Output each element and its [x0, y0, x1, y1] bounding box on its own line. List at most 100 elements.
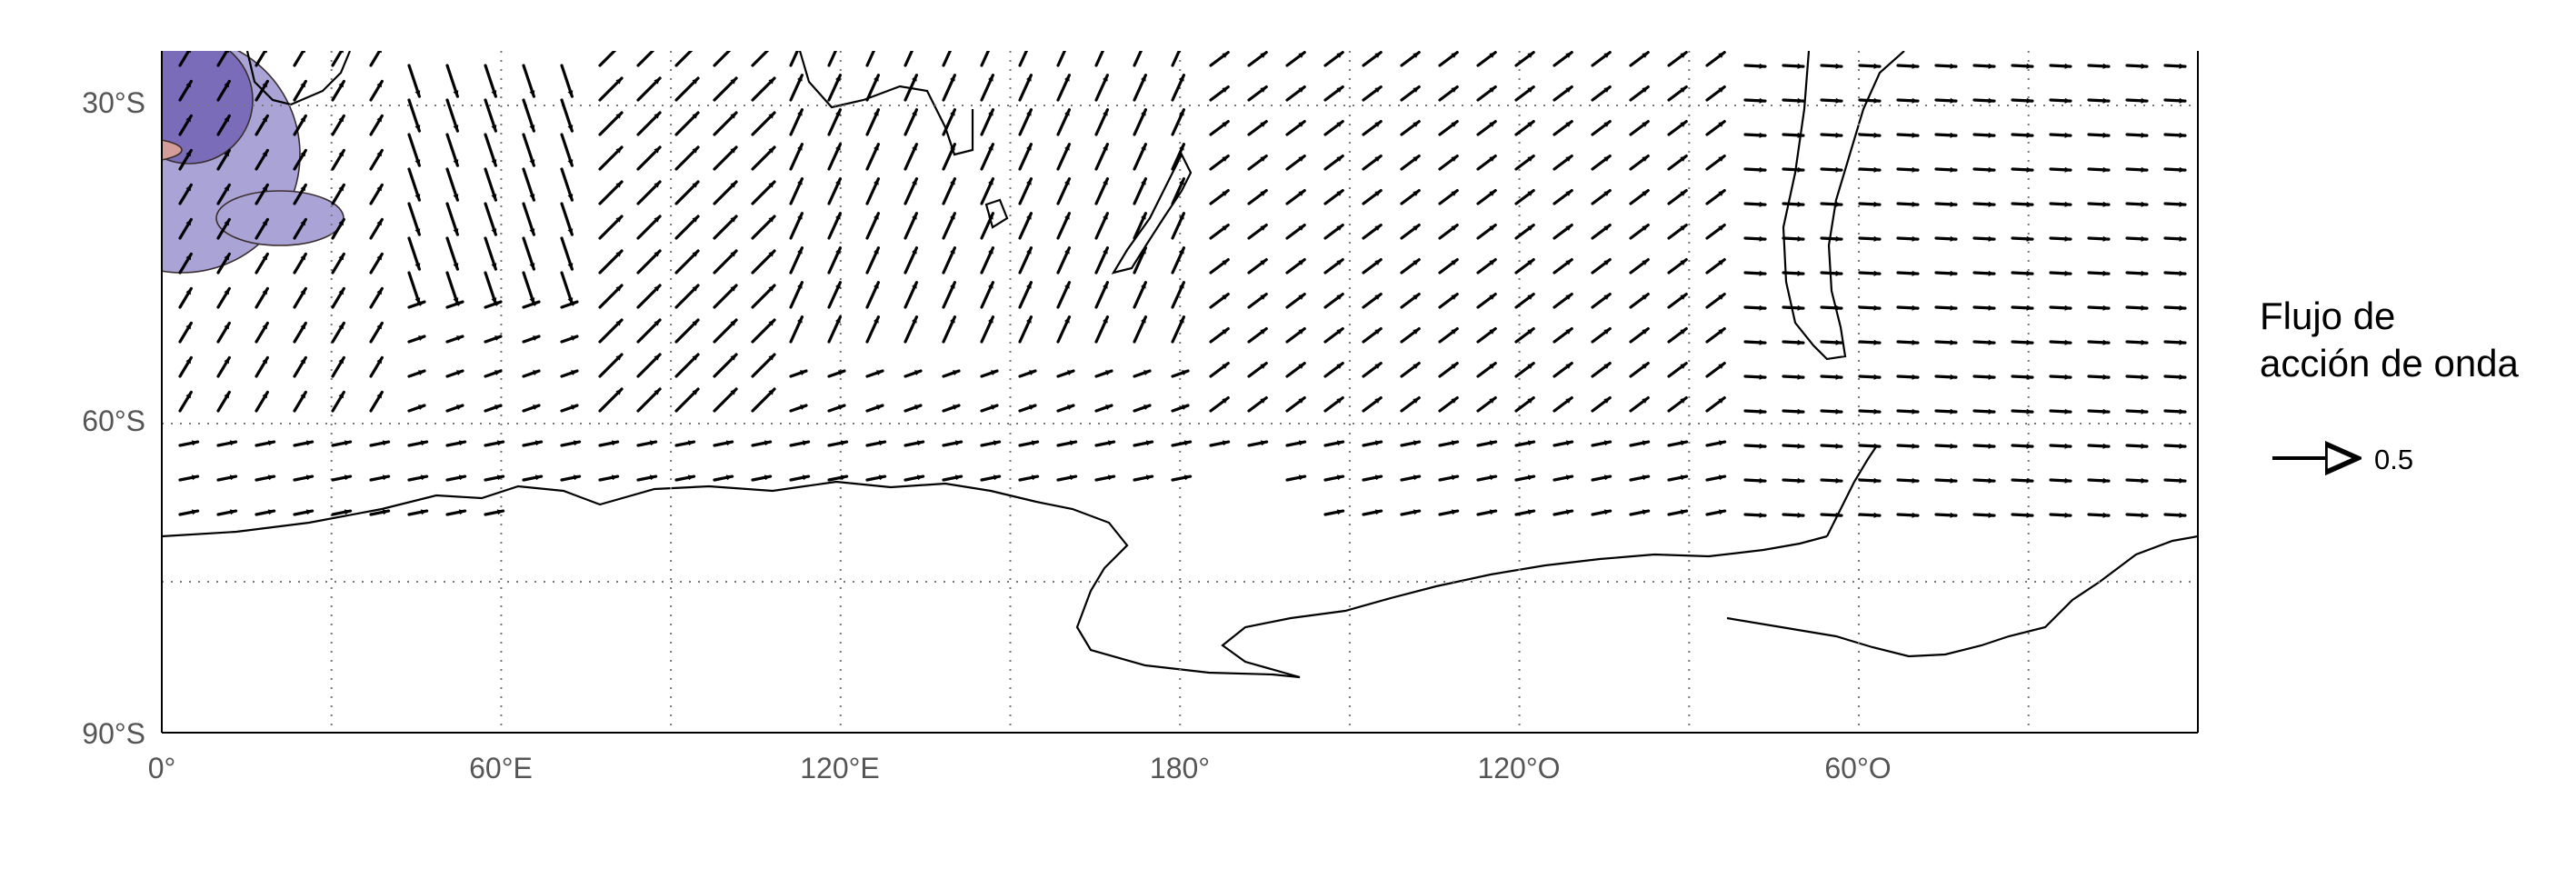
flux-vector-head	[2064, 201, 2071, 207]
flux-vector-head	[2026, 63, 2032, 69]
flux-vector-head	[267, 474, 275, 481]
flux-vector-head	[420, 440, 427, 446]
flux-vector	[1056, 246, 1072, 275]
flux-vector-head	[615, 44, 622, 50]
flux-vector-head	[1064, 41, 1070, 47]
flux-vector	[827, 315, 843, 344]
flux-vector-head	[338, 81, 344, 88]
flux-vector-head	[1260, 155, 1267, 162]
flux-vector	[1667, 258, 1688, 275]
flux-vector	[1553, 85, 1573, 102]
flux-vector-head	[533, 405, 539, 411]
flux-vector	[369, 51, 382, 67]
flux-vector-head	[1141, 178, 1146, 185]
pos-anom-australia	[162, 139, 183, 161]
flux-vector-head	[692, 250, 699, 257]
flux-vector	[713, 76, 738, 102]
flux-vector	[674, 180, 700, 205]
flux-vector-head	[797, 213, 803, 220]
flux-vector	[1629, 51, 1650, 67]
flux-vector-head	[2141, 408, 2147, 415]
flux-vector-head	[571, 335, 577, 342]
flux-vector	[674, 145, 700, 171]
flux-vector-head	[338, 357, 344, 365]
flux-vector	[331, 252, 345, 275]
flux-vector-head	[533, 301, 539, 307]
flux-vector-head	[529, 194, 535, 201]
flux-vector	[445, 335, 464, 344]
flux-vector	[1438, 224, 1459, 240]
flux-vector-head	[1873, 374, 1880, 380]
flux-vector	[1209, 155, 1230, 171]
flux-vector-head	[567, 159, 574, 166]
flux-vector-head	[1067, 405, 1073, 411]
flux-vector-head	[1950, 63, 1956, 69]
flux-vector	[1476, 396, 1497, 413]
flux-vector	[445, 167, 459, 202]
flux-vector-head	[1642, 225, 1649, 231]
flux-vector-head	[1797, 408, 1803, 415]
flux-vector	[522, 133, 535, 167]
flux-vector-head	[1489, 86, 1496, 93]
flux-vector-head	[1835, 166, 1842, 173]
flux-vector-head	[1603, 86, 1611, 93]
flux-vector-shaft	[751, 51, 770, 67]
flux-vector	[1056, 404, 1075, 413]
flux-vector	[1476, 258, 1497, 275]
flux-vector	[1400, 509, 1422, 516]
flux-vector	[713, 353, 738, 378]
flux-vector	[636, 145, 662, 171]
flux-vector-head	[1413, 52, 1420, 58]
flux-vector	[445, 404, 464, 413]
flux-vector	[713, 387, 738, 413]
flux-vector-head	[185, 150, 192, 157]
flux-vector	[216, 509, 238, 516]
flux-vector-head	[1835, 305, 1842, 311]
flux-vector	[1858, 63, 1882, 69]
flux-vector-head	[2102, 166, 2109, 173]
flux-vector-head	[914, 370, 921, 376]
flux-vector-head	[1451, 440, 1458, 446]
flux-vector	[1591, 327, 1612, 344]
flux-vector	[2087, 201, 2111, 207]
flux-vector-head	[300, 81, 306, 88]
flux-vector-head	[1988, 97, 1994, 104]
flux-vector-head	[1064, 213, 1070, 220]
flux-vector	[216, 114, 231, 136]
flux-vector	[1743, 63, 1767, 69]
flux-vector	[598, 76, 624, 102]
flux-vector-head	[2026, 339, 2032, 345]
flux-vector-head	[1374, 440, 1382, 446]
flux-vector	[1438, 258, 1459, 275]
coast-antarctic-peninsula	[1826, 444, 1878, 537]
flux-vector	[1591, 396, 1612, 413]
flux-vector-head	[1105, 405, 1112, 411]
flux-vector	[1629, 258, 1650, 275]
flux-vector-head	[730, 181, 737, 188]
flux-vector-head	[1336, 52, 1343, 58]
flux-vector-head	[1797, 305, 1803, 311]
flux-vector-head	[692, 354, 699, 361]
flux-vector	[1667, 224, 1688, 240]
flux-vector-head	[1988, 270, 1994, 276]
flux-vector-head	[1489, 328, 1496, 335]
flux-vector	[1018, 474, 1040, 482]
flux-vector	[1591, 224, 1612, 240]
flux-vector	[216, 217, 231, 240]
flux-vector-head	[1336, 121, 1343, 127]
flux-vector	[1018, 212, 1033, 240]
flux-vector	[2163, 512, 2187, 518]
flux-vector-head	[1642, 52, 1649, 58]
flux-vector	[636, 474, 658, 482]
flux-vector-head	[344, 474, 351, 481]
flux-vector-head	[1797, 166, 1803, 173]
flux-vector	[1438, 440, 1460, 447]
lon-tick-0: 0°	[148, 752, 176, 784]
flux-vector-head	[950, 109, 955, 116]
flux-vector-head	[2026, 512, 2032, 518]
flux-vector	[942, 177, 957, 205]
flux-vector	[1553, 120, 1573, 136]
flux-vector-head	[529, 125, 535, 132]
flux-vector-head	[2064, 97, 2071, 104]
flux-vector	[1858, 97, 1882, 104]
